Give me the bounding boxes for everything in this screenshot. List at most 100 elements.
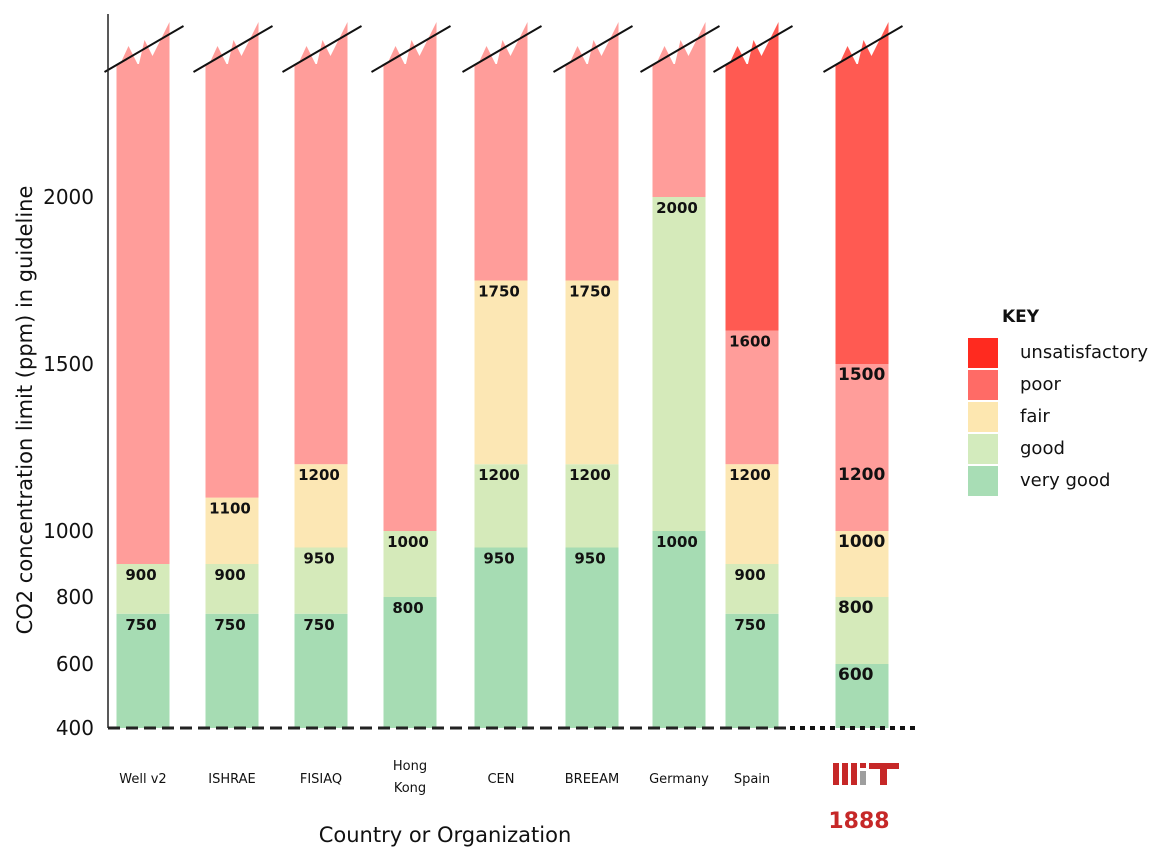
value-label-ishrae-900: 900 [214,566,245,584]
mit-logo-bar-2 [842,763,848,785]
value-label-breeam-1200: 1200 [569,466,611,484]
axis-break-fisiaq [281,25,363,73]
bar-breeam-poor [565,64,619,281]
x-tick-germany: Germany [649,772,709,787]
y-tick-1500: 1500 [43,352,94,376]
axis-break-cen [461,25,543,73]
value-label-spain-750: 750 [734,616,765,634]
value-label-cen-950: 950 [483,550,514,568]
key-swatch-fair [968,402,998,432]
x-tick-cen: CEN [487,772,514,787]
value-label-mit-800: 800 [838,598,874,618]
y-tick-400: 400 [56,716,94,740]
bar-mit-torn-top [835,22,889,72]
key-swatch-poor [968,370,998,400]
bar-fisiaq-very-good [294,613,348,728]
bar-breeam-very-good [565,547,619,728]
x-ticks-layer: Well v2 ISHRAE FISIAQ Hong Kong CEN BREEAM Germ… [119,759,770,796]
key-title: KEY [1002,307,1040,327]
axis-break-ishrae [192,25,274,73]
mit-logo-bar-4 [860,771,866,785]
value-label-mit-600: 600 [838,665,874,685]
x-tick-fisiaq: FISIAQ [300,772,342,787]
value-label-ishrae-750: 750 [214,616,245,634]
key-label-very-good: very good [1020,470,1110,491]
axis-break-breeam [552,25,634,73]
value-label-fisiaq-950: 950 [303,550,334,568]
bar-spain-fair [725,464,779,564]
value-label-cen-1750: 1750 [478,283,520,301]
value-label-fisiaq-1200: 1200 [298,466,340,484]
bar-well-v2-torn-top [116,22,170,72]
value-label-breeam-950: 950 [574,550,605,568]
value-label-ishrae-1100: 1100 [209,500,251,518]
bar-mit-very-good [835,664,889,728]
value-label-germany-1000: 1000 [656,533,698,551]
x-tick-spain: Spain [734,772,770,787]
key-label-poor: poor [1020,374,1061,395]
bar-breeam-fair [565,280,619,465]
value-label-mit-1200: 1200 [838,465,885,485]
bar-spain-unsatisfactory [725,64,779,331]
key-swatch-very-good [968,466,998,496]
bar-cen-good [474,464,528,548]
bar-cen-very-good [474,547,528,728]
mit-logo-bar-7 [880,769,887,785]
axis-break-spain [712,25,794,73]
value-label-well-v2-750: 750 [125,616,156,634]
value-label-mit-1500: 1500 [838,365,885,385]
bar-breeam-good [565,464,619,548]
bar-spain-good [725,564,779,614]
bar-ishrae-good [205,564,259,614]
x-tick-well-v2: Well v2 [119,772,166,787]
bar-fisiaq-good [294,547,348,614]
bar-germany-very-good [652,531,706,728]
x-tick-breeam: BREEAM [565,772,620,787]
bar-fisiaq-fair [294,464,348,548]
x-tick-ishrae: ISHRAE [208,772,255,787]
x-axis-label: Country or Organization [319,823,572,847]
bar-mit-fair [835,531,889,597]
bar-spain-very-good [725,613,779,728]
axis-break-germany [639,25,721,73]
bar-mit-poor [835,364,889,531]
value-label-hong-kong-1000: 1000 [387,533,429,551]
bar-ishrae-torn-top [205,22,259,72]
bar-mit-unsatisfactory [835,64,889,364]
value-label-spain-900: 900 [734,566,765,584]
y-ticks-layer: 400 600 800 1000 1500 2000 [43,185,94,740]
bar-hong-kong-torn-top [383,22,437,72]
value-label-germany-2000: 2000 [656,199,698,217]
bar-spain-poor [725,330,779,465]
x-tick-hong-kong-1: Kong [394,781,426,796]
mit-logo-bar-5 [860,763,866,768]
value-label-well-v2-900: 900 [125,566,156,584]
value-label-breeam-1750: 1750 [569,283,611,301]
bar-germany-torn-top [652,22,706,72]
mit-logo-bar-6 [869,763,899,769]
value-label-spain-1200: 1200 [729,466,771,484]
key-swatch-unsatisfactory [968,338,998,368]
bar-hong-kong-very-good [383,597,437,728]
mit-logo-year: 1888 [828,809,889,834]
bar-fisiaq-torn-top [294,22,348,72]
bar-mit-good [835,597,889,664]
mit-logo: 1888 [828,763,899,834]
bar-well-v2-very-good [116,613,170,728]
bar-hong-kong-good [383,531,437,597]
bar-germany-poor [652,64,706,197]
bar-well-v2-good [116,564,170,614]
bar-cen-poor [474,64,528,281]
key-label-fair: fair [1020,406,1050,427]
x-tick-hong-kong-0: Hong [393,759,427,774]
bar-hong-kong-poor [383,64,437,531]
value-label-mit-1000: 1000 [838,532,885,552]
value-label-fisiaq-750: 750 [303,616,334,634]
y-axis-label: CO2 concentration limit (ppm) in guideli… [13,186,37,635]
key-label-unsatisfactory: unsatisfactory [1020,342,1148,363]
axis-break-mit [822,25,904,73]
y-tick-2000: 2000 [43,185,94,209]
bar-cen-fair [474,280,528,465]
bar-well-v2-poor [116,64,170,564]
